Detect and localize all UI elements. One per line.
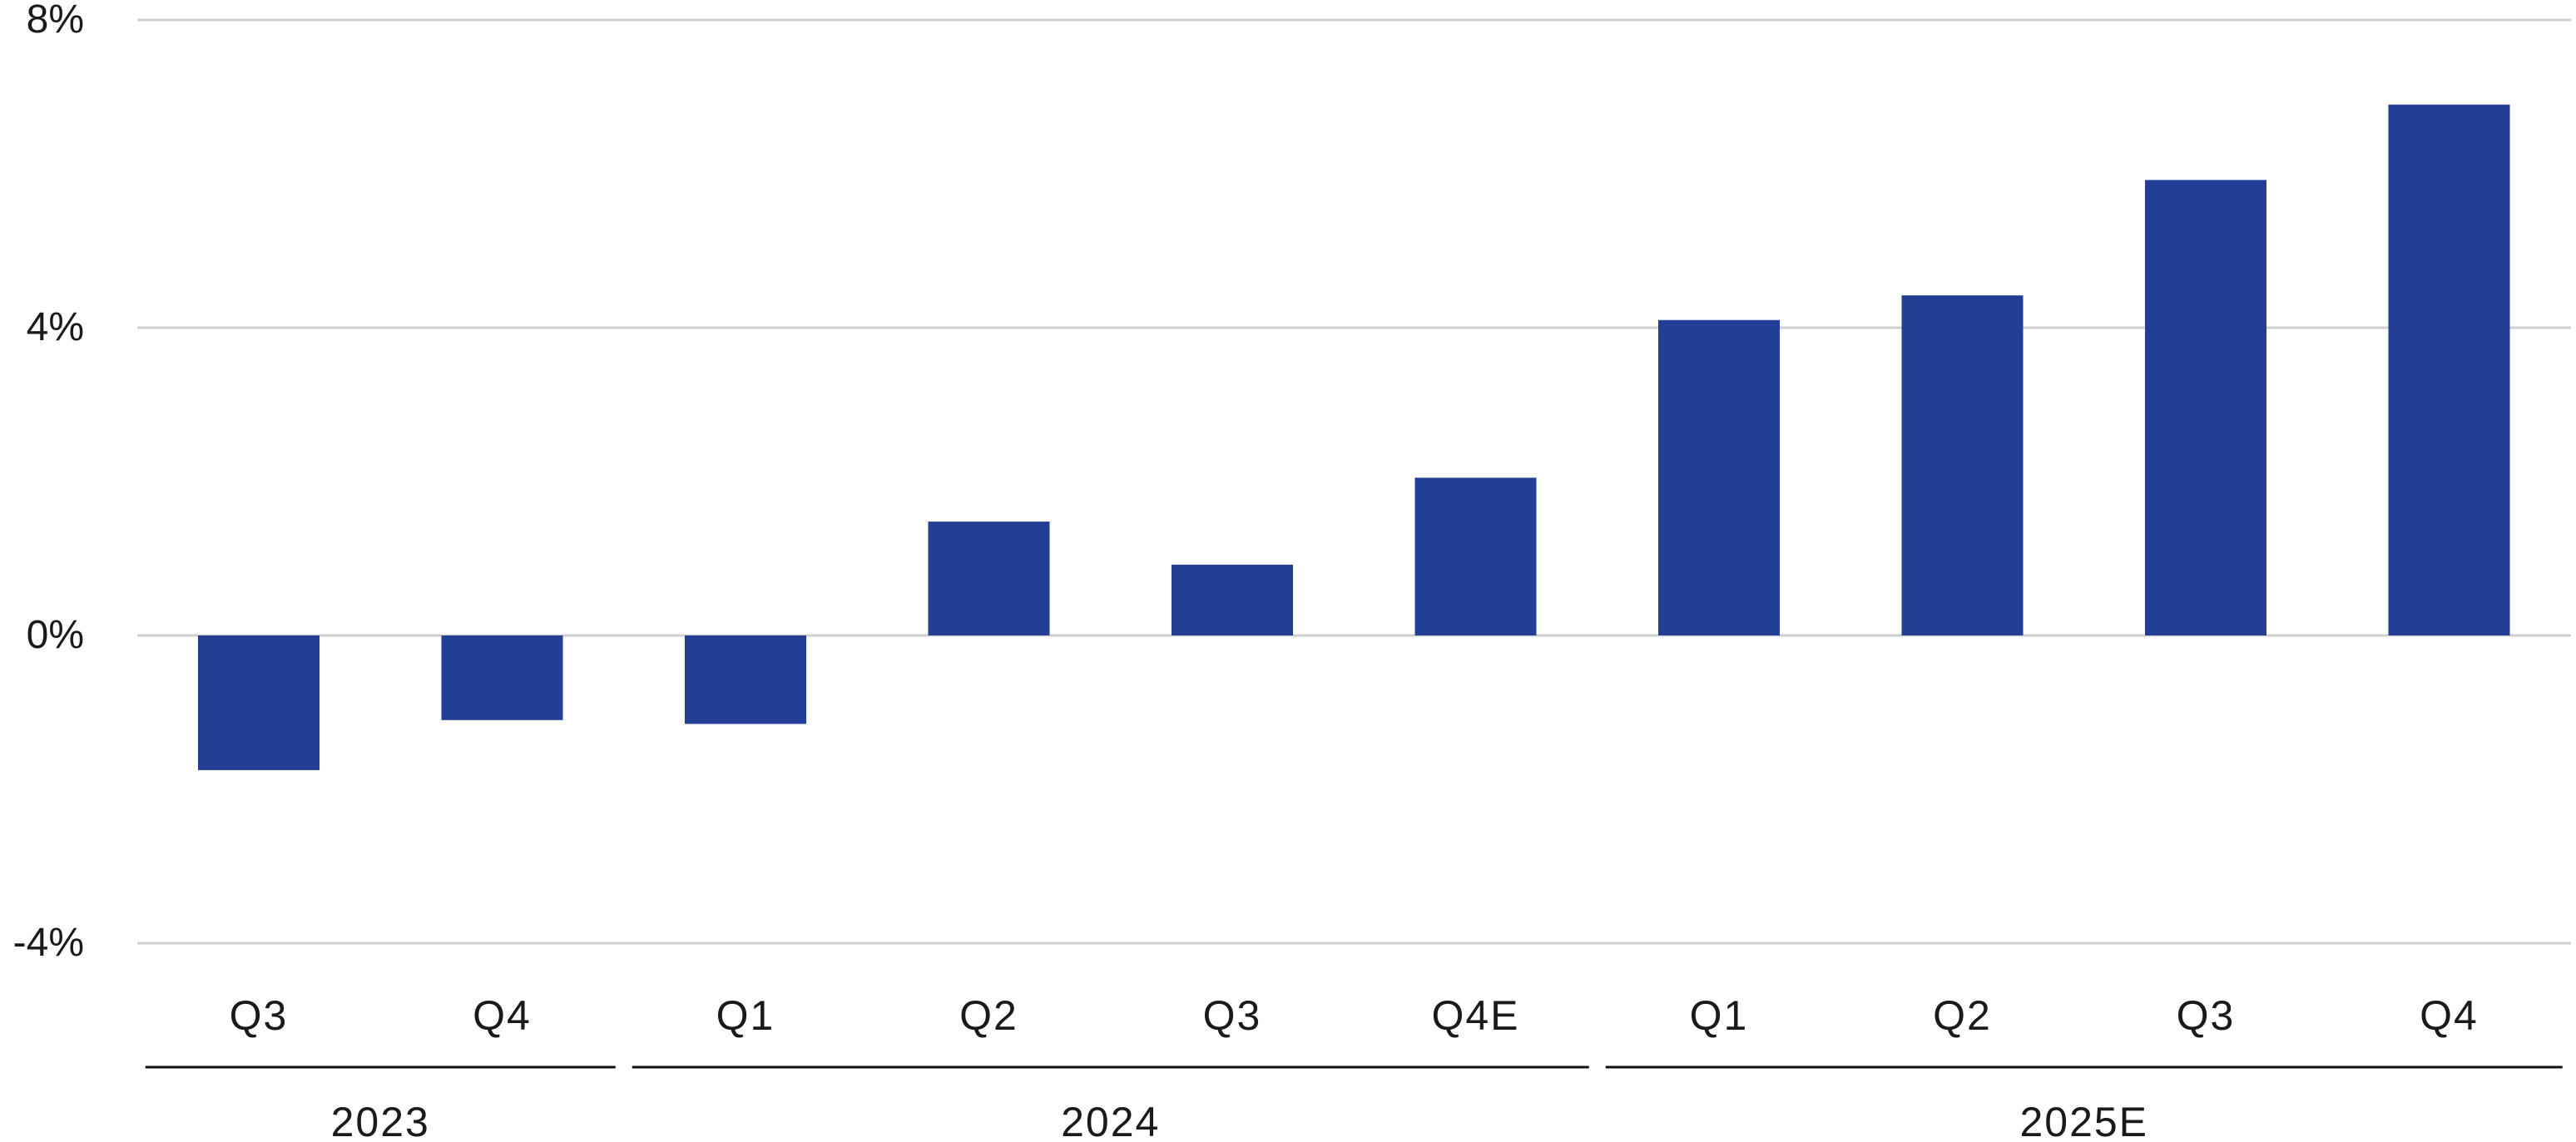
x-tick-label: Q4: [473, 992, 532, 1039]
x-axis-groups: 2023 2024 2025E: [145, 1065, 2563, 1142]
bar: [1901, 295, 2024, 635]
group-label: 2024: [1061, 1099, 1160, 1138]
group-label: 2025E: [2019, 1099, 2148, 1138]
x-axis-ticks: Q3 Q4 Q1 Q2 Q3 Q4E Q1 Q2 Q3 Q4: [230, 992, 2479, 1039]
y-tick-label: 4%: [27, 305, 84, 349]
y-tick-label: 0%: [27, 613, 84, 657]
bar: [685, 635, 806, 724]
bars: [198, 104, 2510, 770]
x-tick-label: Q3: [2177, 992, 2236, 1039]
x-tick-label: Q2: [959, 992, 1018, 1039]
y-tick-label: 8%: [27, 0, 84, 42]
x-tick-label: Q2: [1933, 992, 1992, 1039]
bar: [2145, 180, 2266, 635]
x-tick-label: Q3: [1203, 992, 1262, 1039]
bar: [2388, 104, 2510, 635]
bar: [1172, 564, 1293, 635]
x-tick-label: Q4: [2420, 992, 2479, 1039]
bar: [928, 522, 1050, 635]
x-tick-label: Q1: [1690, 992, 1749, 1039]
y-axis-ticks: -4% 0% 4% 8%: [13, 0, 84, 965]
x-tick-label: Q3: [230, 992, 289, 1039]
x-tick-label: Q4E: [1431, 992, 1519, 1039]
y-tick-label: -4%: [13, 921, 84, 965]
x-tick-label: Q1: [716, 992, 775, 1039]
bar: [198, 635, 320, 770]
bar: [1414, 477, 1537, 635]
bar: [441, 635, 563, 720]
group-label: 2023: [331, 1099, 430, 1138]
bar: [1658, 319, 1780, 635]
